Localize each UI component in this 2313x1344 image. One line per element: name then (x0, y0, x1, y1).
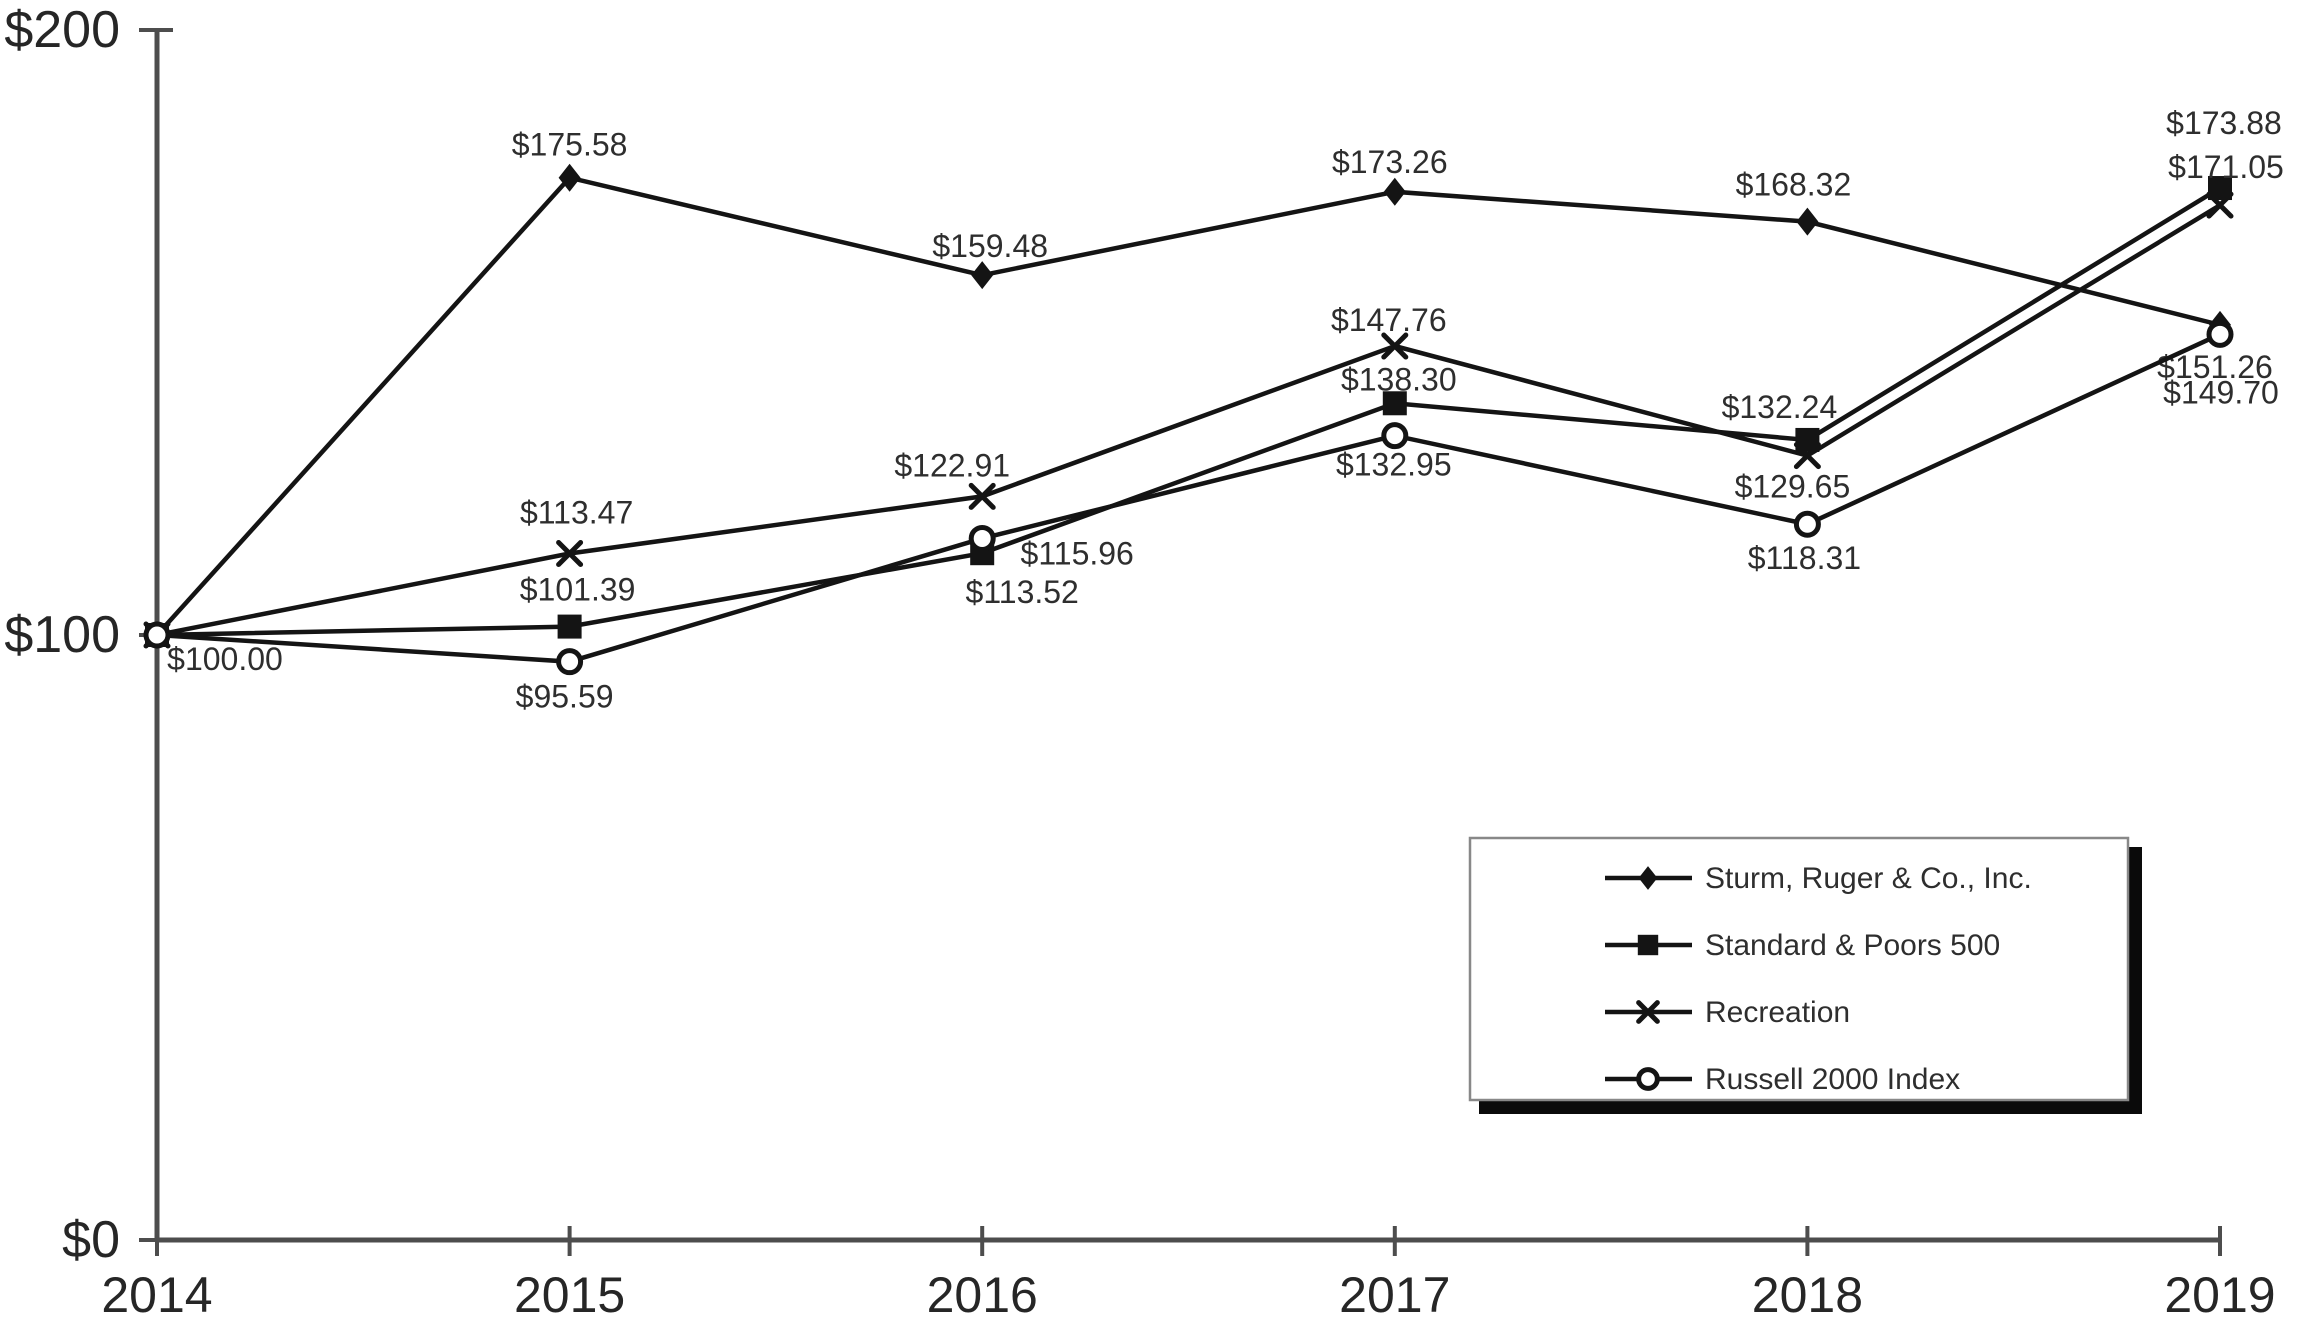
legend-label: Recreation (1705, 996, 1850, 1029)
data-point-label: $101.39 (520, 572, 636, 608)
circle-marker (143, 621, 171, 649)
data-point-label: $147.76 (1331, 302, 1447, 338)
x-marker (968, 482, 996, 510)
x-marker (2206, 191, 2234, 219)
diamond-marker (971, 261, 994, 290)
data-point-label: $129.65 (1735, 469, 1851, 505)
circle-marker (1636, 1067, 1660, 1091)
x-axis-tick-label: 2014 (101, 1267, 212, 1323)
diamond-marker (1796, 207, 1819, 236)
data-point-label: $138.30 (1341, 361, 1457, 397)
data-point-label: $168.32 (1736, 167, 1852, 203)
legend-label: Russell 2000 Index (1705, 1063, 1960, 1096)
data-point-label: $175.58 (512, 127, 628, 163)
series-line (156, 332, 2221, 664)
legend-item: Russell 2000 Index (1605, 1063, 1960, 1096)
y-axis-tick-label: $200 (4, 1, 120, 59)
circle-marker (968, 524, 996, 552)
series-russell-2000-index: $100.00 $95.59 $115.96 $132.95 $118.31 $149.7… (143, 320, 2279, 715)
x-marker (556, 540, 584, 568)
x-marker (1381, 332, 1409, 360)
series-sturm-ruger-co-inc: $175.58$159.48$173.26$168.32$151.26 (146, 127, 2273, 649)
x-axis-tick-label: 2018 (1752, 1267, 1863, 1323)
series-line (155, 175, 2221, 637)
legend-item: Standard & Poors 500 (1605, 929, 2000, 962)
data-point-label: $159.48 (932, 228, 1048, 264)
series-line (156, 203, 2222, 638)
data-point-label: $95.59 (516, 679, 614, 715)
data-point-label: $132.24 (1722, 389, 1838, 425)
diamond-marker (558, 163, 581, 192)
series-recreation: $113.47 $122.91 $147.76 $129.65 $171.05 (143, 149, 2284, 649)
diamond-marker (1638, 866, 1658, 890)
y-axis-tick-label: $0 (62, 1211, 120, 1269)
data-point-label: $132.95 (1336, 447, 1452, 483)
data-point-label: $118.31 (1748, 540, 1861, 576)
circle-marker (1793, 510, 1821, 538)
data-point-label: $173.88 (2166, 105, 2282, 141)
data-point-label: $115.96 (1021, 535, 1134, 571)
legend-box (1468, 836, 2130, 1102)
data-point-label: $100.00 (167, 641, 283, 677)
axes: $0 $100 $200 2014 2015 2016 2017 2018 2019 (4, 1, 2275, 1323)
legend-label: Sturm, Ruger & Co., Inc. (1705, 862, 2032, 895)
x-marker (1636, 1000, 1660, 1024)
series-line (156, 186, 2222, 638)
data-point-label: $173.26 (1332, 144, 1448, 180)
x-axis-tick-label: 2015 (514, 1267, 625, 1323)
x-axis-tick-label: 2017 (1339, 1267, 1450, 1323)
legend-label: Standard & Poors 500 (1705, 929, 2000, 962)
square-marker (1382, 391, 1407, 416)
series-standard-poors-500: $101.39 $113.52 $138.30 $132.24 $173.88 (145, 105, 2282, 647)
circle-marker (1381, 422, 1409, 450)
legend: Sturm, Ruger & Co., Inc. Standard & Poors… (1468, 836, 2142, 1114)
data-point-label: $171.05 (2168, 149, 2284, 185)
square-marker (557, 614, 582, 639)
x-axis-tick-label: 2019 (2164, 1267, 2275, 1323)
circle-marker (2206, 320, 2234, 348)
x-marker (1793, 442, 1821, 470)
x-axis-tick-label: 2016 (927, 1267, 1038, 1323)
data-point-label: $122.91 (894, 447, 1010, 483)
circle-marker (556, 648, 584, 676)
data-point-label: $113.52 (966, 574, 1079, 610)
legend-item: Sturm, Ruger & Co., Inc. (1605, 862, 2032, 895)
diamond-marker (1383, 177, 1406, 206)
square-marker (1637, 934, 1659, 956)
y-axis-tick-label: $100 (4, 606, 120, 664)
data-point-label: $149.70 (2163, 374, 2279, 410)
legend-item: Recreation (1605, 996, 1850, 1029)
data-point-label: $113.47 (520, 495, 633, 531)
